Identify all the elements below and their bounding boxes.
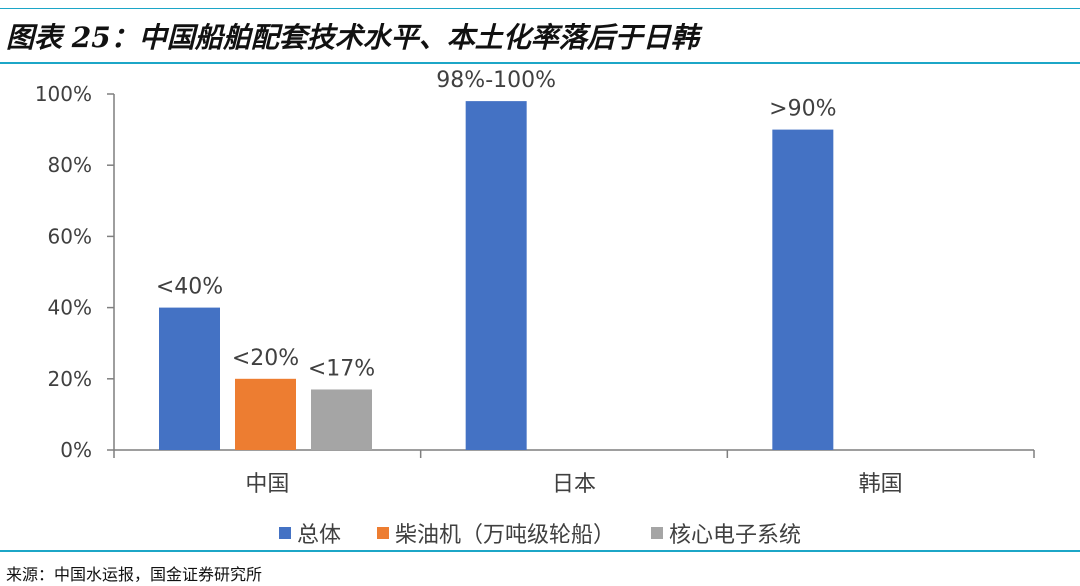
bar-overall [159,307,220,450]
chart-data-labels: <40% <20% <17% 98%-100% >90% [156,68,837,381]
legend-swatch [376,527,389,539]
bar-data-label: <17% [308,356,375,381]
title-top-rule [0,8,1080,9]
y-tick-label: 20% [48,367,92,391]
figure-title: 图表 25：中国船舶配套技术水平、本土化率落后于日韩 [6,21,699,54]
bar-data-label: >90% [769,97,836,122]
bar-data-label: 98%-100% [436,68,556,93]
bar-overall [772,129,834,450]
chart-legend: 总体 柴油机（万吨级轮船） 核心电子系统 [0,517,1080,549]
y-tick-label: 40% [48,296,92,320]
x-tick-label: 中国 [245,472,289,497]
source-note: 来源：中国水运报，国金证券研究所 [6,565,263,584]
y-tick-label: 60% [48,224,92,248]
bar-overall [465,101,527,450]
legend-swatch [278,527,291,539]
legend-label: 核心电子系统 [669,523,802,548]
legend-swatch [651,527,663,539]
bar-electronics [311,389,372,450]
bar-chart: 0% 20% 40% 60% 80% 100% 中国 日本 韩国 <40% <20% <17% 98%… [35,68,1035,497]
chart-bars [159,101,834,450]
chart-axes: 0% 20% 40% 60% 80% 100% 中国 日本 韩国 [35,82,1035,497]
legend-item: 核心电子系统 [651,517,801,549]
figure-title-bar: 图表 25：中国船舶配套技术水平、本土化率落后于日韩 [0,0,1080,64]
bar-diesel [235,378,296,450]
legend-item: 总体 [278,517,341,549]
y-tick-label: 100% [35,82,92,106]
bar-data-label: <40% [156,275,223,300]
legend-label: 总体 [296,523,341,548]
source-rule [0,550,1080,552]
bar-data-label: <20% [232,346,299,371]
y-tick-label: 80% [48,153,92,177]
x-tick-label: 日本 [552,472,596,497]
legend-item: 柴油机（万吨级轮船） [376,517,615,549]
legend-label: 柴油机（万吨级轮船） [394,523,615,548]
y-tick-label: 0% [60,438,92,462]
x-tick-label: 韩国 [859,472,903,497]
